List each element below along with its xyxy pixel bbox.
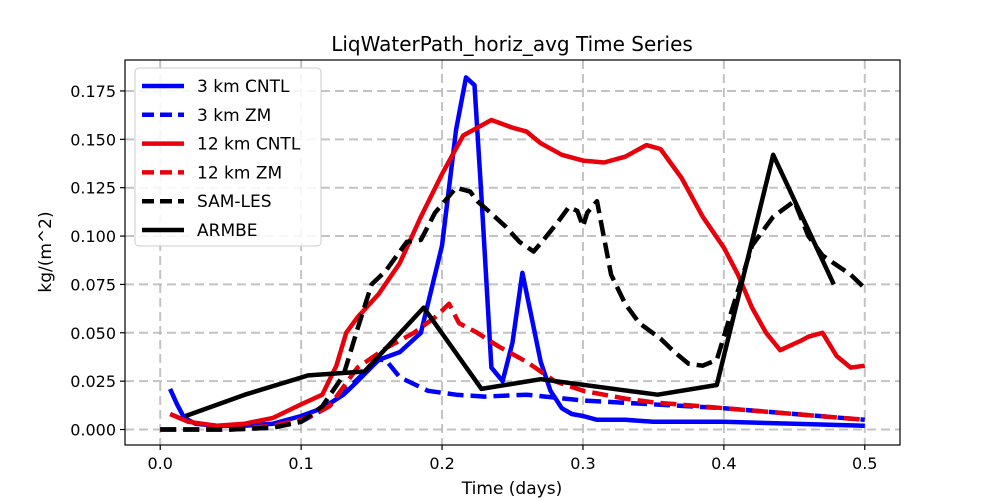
y-axis-label: kg/(m^2) <box>36 211 56 292</box>
chart-title: LiqWaterPath_horiz_avg Time Series <box>331 32 693 56</box>
y-tick-label: 0.150 <box>70 130 116 149</box>
x-tick-label: 0.2 <box>429 454 454 473</box>
x-tick-label: 0.5 <box>852 454 877 473</box>
series-line-12-km-cntl <box>169 117 866 428</box>
legend-label-3-km-cntl: 3 km CNTL <box>197 77 290 97</box>
x-tick-label: 0.4 <box>711 454 736 473</box>
legend-label-12-km-cntl: 12 km CNTL <box>197 135 301 155</box>
x-axis-label: Time (days) <box>461 479 562 499</box>
y-tick-label: 0.125 <box>70 179 116 198</box>
y-axis-ticks: 0.000 0.025 0.050 0.075 0.100 0.125 0.150 0.175 <box>70 82 125 440</box>
legend-label-sam-les: SAM-LES <box>197 192 272 212</box>
y-tick-label: 0.000 <box>70 421 116 440</box>
y-tick-label: 0.075 <box>70 275 116 294</box>
y-tick-label: 0.050 <box>70 324 116 343</box>
x-axis-ticks: 0.0 0.1 0.2 0.3 0.4 0.5 <box>148 445 877 473</box>
legend-label-armbe: ARMBE <box>197 221 258 241</box>
legend: 3 km CNTL 3 km ZM 12 km CNTL 12 km ZM SAM-LE… <box>134 67 322 247</box>
plot-frame <box>124 59 901 446</box>
y-tick-label: 0.175 <box>70 82 116 101</box>
y-tick-label: 0.025 <box>70 372 116 391</box>
legend-label-3-km-zm: 3 km ZM <box>197 106 271 126</box>
legend-label-12-km-zm: 12 km ZM <box>197 163 282 183</box>
series-line-armbe <box>184 152 836 419</box>
series-lines <box>160 75 867 432</box>
series-line-12-km-zm <box>160 301 865 432</box>
x-tick-label: 0.1 <box>288 454 313 473</box>
y-tick-label: 0.100 <box>70 227 116 246</box>
x-tick-label: 0.0 <box>148 454 173 473</box>
x-tick-label: 0.3 <box>570 454 595 473</box>
